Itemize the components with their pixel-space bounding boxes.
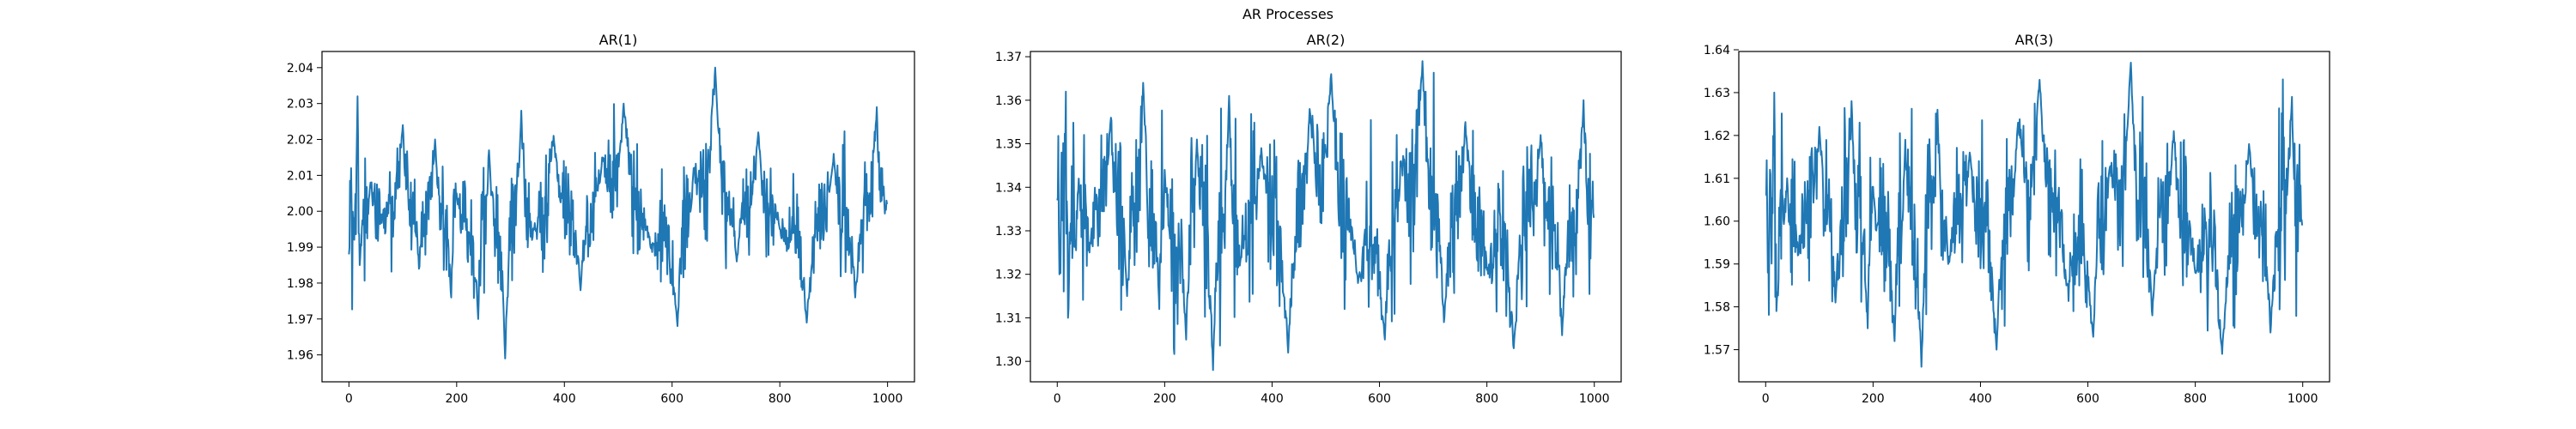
- x-tick-label: 600: [2076, 392, 2099, 406]
- y-tick-label: 1.63: [1704, 87, 1730, 100]
- x-tick-label: 200: [1862, 392, 1885, 406]
- y-tick-label: 1.37: [995, 51, 1022, 64]
- x-tick-label: 200: [445, 392, 468, 406]
- x-tick-label: 800: [1475, 392, 1498, 406]
- y-tick-label: 1.98: [287, 277, 313, 291]
- x-tick-label: 400: [553, 392, 576, 406]
- y-tick-label: 1.96: [287, 349, 313, 363]
- axes-frame: [1030, 51, 1622, 383]
- y-tick-label: 1.60: [1704, 215, 1730, 229]
- x-tick-label: 0: [345, 392, 353, 406]
- x-tick-label: 1000: [2287, 392, 2318, 406]
- axes-frame: [321, 51, 915, 383]
- y-tick-label: 1.61: [1704, 172, 1730, 186]
- x-tick-label: 1000: [872, 392, 903, 406]
- x-tick-label: 400: [1969, 392, 1992, 406]
- y-tick-label: 1.97: [287, 313, 313, 327]
- y-tick-label: 1.32: [995, 269, 1022, 282]
- y-tick-label: 1.31: [995, 311, 1022, 325]
- y-tick-label: 2.01: [287, 169, 313, 183]
- y-tick-label: 1.34: [995, 181, 1022, 195]
- charts-container: AR(1) 0 200 400 600 800 1000 1.96 1.97 1.98 1.99 2.…: [287, 32, 2330, 406]
- chart-panel-3: AR(3) 0 200 400 600 800 1000 1.57 1.58 1.59 1.60 1.…: [1704, 32, 2330, 406]
- y-tick-label: 1.33: [995, 225, 1022, 239]
- series-line: [348, 66, 888, 360]
- x-tick-label: 200: [1153, 392, 1176, 406]
- y-tick-label: 2.02: [287, 134, 313, 148]
- x-tick-label: 0: [1054, 392, 1061, 406]
- x-tick-label: 800: [2184, 392, 2207, 406]
- x-tick-label: 400: [1261, 392, 1284, 406]
- y-tick-label: 2.00: [287, 205, 313, 219]
- chart-panel-1: AR(1) 0 200 400 600 800 1000 1.96 1.97 1.98 1.99 2.…: [287, 32, 915, 406]
- y-tick-label: 1.59: [1704, 258, 1730, 272]
- x-tick-label: 600: [1368, 392, 1391, 406]
- y-tick-label: 1.30: [995, 355, 1022, 369]
- x-tick-label: 800: [769, 392, 792, 406]
- y-tick-label: 2.03: [287, 98, 313, 112]
- y-tick-label: 1.99: [287, 241, 313, 255]
- y-tick-label: 1.62: [1704, 130, 1730, 143]
- axes-frame: [1738, 51, 2330, 383]
- series-line: [1765, 62, 2304, 368]
- x-tick-label: 600: [660, 392, 683, 406]
- chart-title: AR(1): [599, 32, 638, 48]
- x-tick-label: 1000: [1579, 392, 1610, 406]
- chart-title: AR(2): [1307, 32, 1346, 48]
- y-tick-label: 1.57: [1704, 344, 1730, 358]
- y-tick-label: 1.35: [995, 138, 1022, 152]
- y-tick-label: 1.58: [1704, 301, 1730, 315]
- chart-title: AR(3): [2015, 32, 2054, 48]
- x-tick-label: 0: [1762, 392, 1770, 406]
- y-tick-label: 1.36: [995, 94, 1022, 108]
- chart-panel-2: AR(2) 0 200 400 600 800 1000 1.30 1.31 1.32 1.33 1.…: [995, 32, 1622, 406]
- series-line: [1056, 60, 1595, 372]
- y-tick-label: 1.64: [1704, 44, 1730, 57]
- figure-suptitle: AR Processes: [1242, 6, 1334, 22]
- y-tick-label: 2.04: [287, 62, 313, 76]
